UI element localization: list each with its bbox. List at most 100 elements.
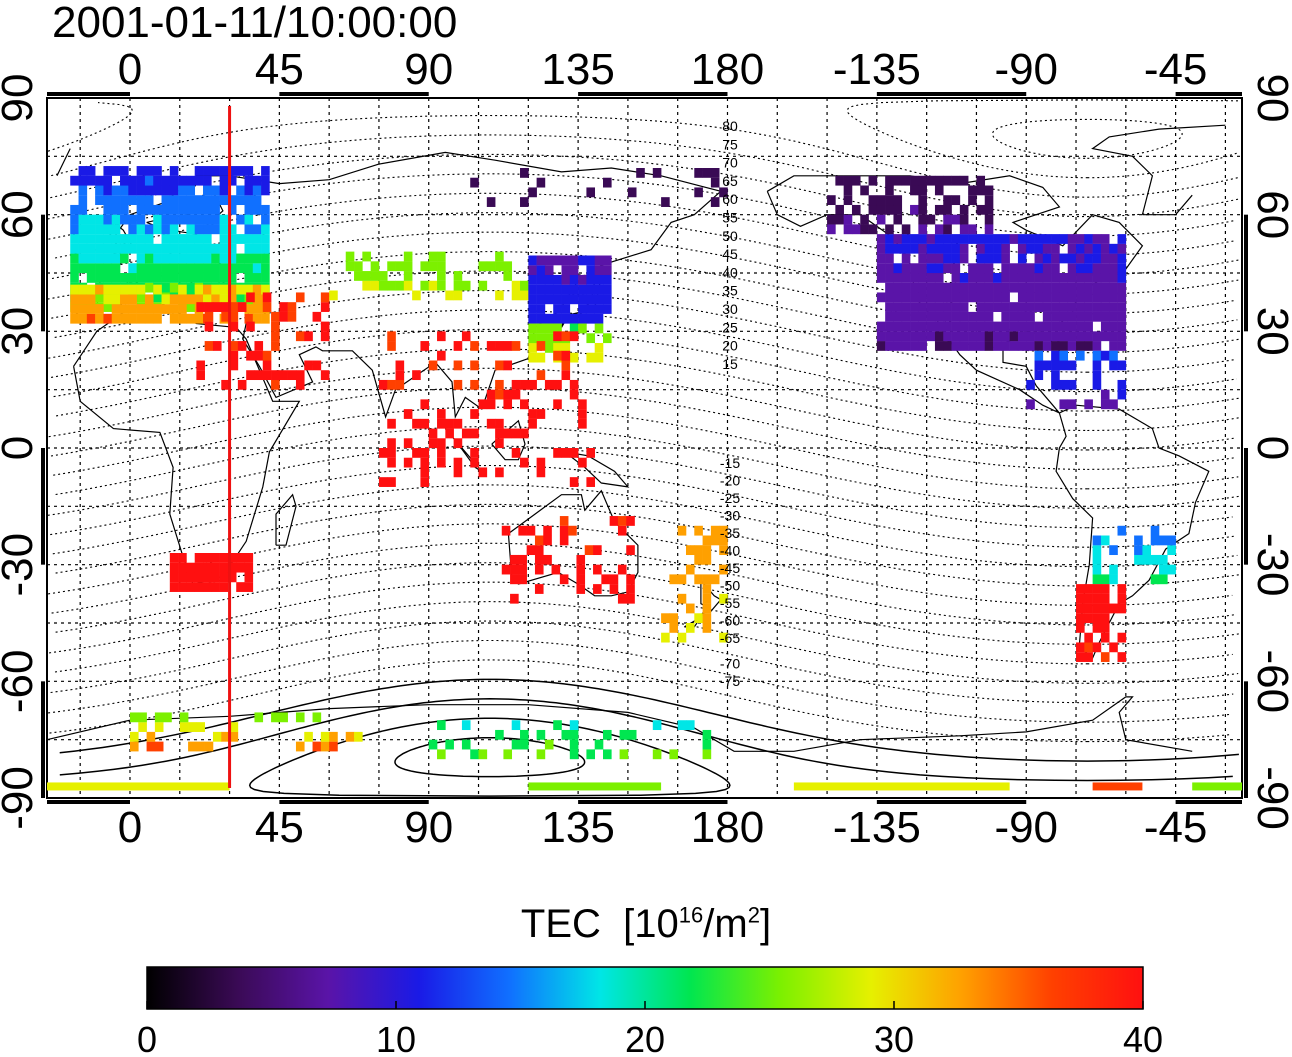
contour-line [50,387,1237,470]
axis-bar [578,800,728,804]
tec-cell [70,263,79,274]
tec-cell [984,185,994,196]
tec-cell [161,282,171,293]
tec-cell [627,729,637,740]
tec-cell [893,341,903,351]
tec-cell [236,195,245,206]
tec-cell [1117,389,1127,400]
tec-cell [1159,564,1168,575]
tec-cell [403,438,413,449]
tec-cell [387,438,396,449]
tec-cell [244,572,254,583]
tec-cell [918,263,927,274]
tec-cell [918,282,927,293]
tec-cell [262,360,272,371]
tec-cell [1067,282,1077,293]
tec-cell [194,582,204,592]
tec-cell [186,243,196,254]
tec-cell [194,234,204,244]
tec-cell [626,516,635,526]
tec-cell [951,243,961,254]
tec-cell [626,574,635,585]
tec-cell [453,418,463,429]
tec-cell [144,263,154,274]
tec-cell [544,284,554,295]
tec-cell [1001,234,1010,244]
tec-cell [926,175,936,186]
tec-cell [229,350,239,361]
tec-cell [569,352,579,363]
tec-cell [1109,564,1118,575]
tec-cell [1100,321,1110,332]
tec-cell [951,214,961,225]
tec-cell [1042,243,1052,254]
tec-cell [186,195,196,206]
tec-cell [584,545,594,556]
tec-cell [569,323,579,334]
tec-cell [918,234,927,244]
tec-cell [893,331,903,342]
tec-cell [354,261,363,272]
tec-cell [926,321,936,332]
tec-cell [1059,379,1069,390]
coastline [46,696,1193,752]
tec-cell [586,265,596,276]
tec-cell [169,582,179,592]
tec-cell [262,370,272,381]
tec-cell [943,331,952,342]
tec-cell [1092,593,1102,604]
tec-cell [968,282,977,293]
tec-cell [876,234,886,244]
tec-cell [951,321,961,332]
tec-cell [1042,311,1052,322]
tec-cell [1167,564,1176,575]
tec-cell [1117,593,1127,604]
tec-cell [78,234,88,244]
tec-cell [120,253,129,264]
tec-cell [876,243,886,254]
tec-cell [128,313,137,324]
contour-value-label: 75 [722,136,738,152]
tec-cell [495,467,504,478]
tec-cell [169,204,179,215]
tec-cell [503,261,513,272]
tec-cell [1092,302,1102,312]
tec-cell [111,294,121,305]
tec-cell [586,313,596,324]
tec-cell [918,214,927,225]
tec-cell [1017,234,1027,244]
tec-cell [652,720,662,731]
contour-value-label: 40 [722,264,738,280]
tec-cell [295,292,305,303]
tec-cell [1100,263,1110,274]
tec-cell [203,185,212,196]
tec-cell [984,273,994,283]
tec-strip [793,782,1010,791]
tec-cell [211,553,220,563]
tec-cell [1109,642,1118,653]
tec-cell [437,251,446,262]
tec-cell [860,224,869,235]
tec-cell [876,331,886,342]
tec-cell [1100,350,1110,361]
tec-cell [1076,253,1085,264]
tec-cell [128,294,137,305]
tec-cell [1001,253,1010,264]
axis-bar [1244,214,1248,332]
tec-cell [1034,292,1044,303]
tec-cell [559,535,569,546]
tec-cell [1084,341,1093,351]
tec-cell [354,731,363,742]
tec-cell [128,175,137,186]
tec-cell [1100,603,1110,614]
tec-cell [304,731,313,742]
tec-cell [951,234,961,244]
tec-cell [1051,234,1060,244]
tec-cell [252,185,262,196]
axis-bar [41,448,45,565]
tec-cell [470,457,479,468]
tec-cell [993,253,1002,264]
tec-cell [893,292,903,303]
tec-cell [161,195,171,206]
tec-cell [261,313,270,324]
